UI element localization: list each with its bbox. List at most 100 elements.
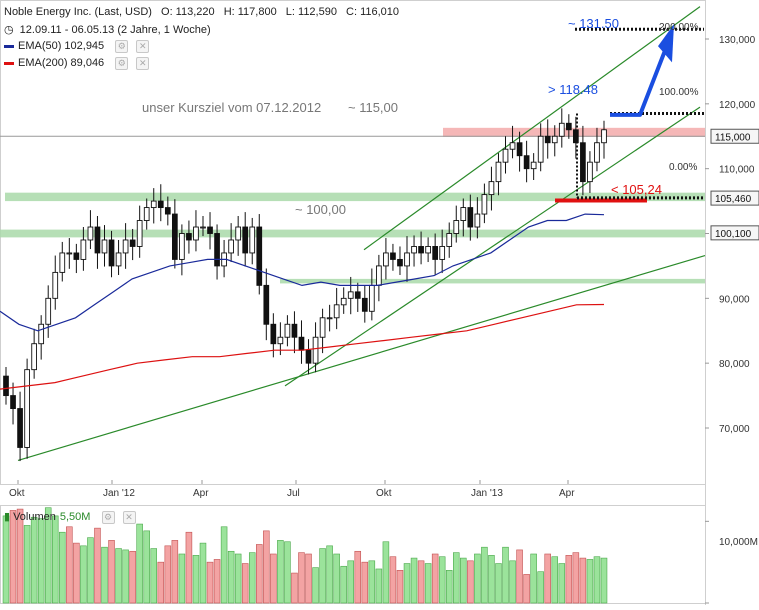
candle-body: [249, 226, 256, 254]
candle-body: [164, 207, 171, 215]
candle-body: [31, 343, 37, 371]
close-icon[interactable]: ✕: [136, 40, 150, 53]
volume-series: [2, 507, 608, 604]
volume-bar: [241, 563, 249, 604]
ema50-label: EMA(50): [18, 40, 62, 53]
candle-body: [573, 129, 579, 144]
volume-bar: [516, 549, 523, 604]
projection-arrow-head: [658, 24, 674, 63]
volume-bar: [192, 555, 200, 604]
volume-bar: [263, 530, 270, 604]
volume-bar: [23, 525, 31, 604]
candle-body: [129, 239, 136, 247]
volume-bar: [530, 553, 537, 604]
volume-bar: [16, 508, 24, 604]
axis-value-box: [710, 128, 759, 144]
candle-body: [580, 142, 586, 183]
period-range: 12.09.11 - 06.05.13 (2 Jahre, 1 Woche): [19, 24, 211, 36]
volume-bar: [523, 574, 530, 604]
volume-bar: [586, 559, 594, 604]
x-tick-label: Apr: [193, 488, 209, 499]
volume-bar: [298, 552, 305, 604]
volume-bar: [44, 507, 52, 604]
candle-body: [270, 323, 277, 345]
volume-bar: [354, 550, 362, 604]
volume-bar: [319, 548, 326, 604]
candle-body: [558, 122, 565, 137]
candle-body: [115, 252, 122, 267]
support-zone-92: [280, 278, 705, 284]
candle-body: [411, 246, 417, 254]
candle-body: [495, 161, 502, 183]
volume-bar: [403, 563, 411, 604]
candle-body: [354, 291, 361, 299]
volume-bar: [382, 541, 390, 604]
volume-bar: [256, 544, 263, 604]
volume-bar: [227, 550, 235, 604]
volume-tick-label: 10,000M: [719, 537, 758, 548]
volume-bar: [277, 540, 284, 604]
volume-bar: [101, 546, 108, 604]
candle-body: [94, 226, 101, 254]
volume-bar: [185, 531, 193, 604]
x-tick-label: Jan '13: [471, 488, 503, 499]
candle-body: [467, 207, 474, 228]
candlestick-series: [3, 108, 607, 462]
candle-body: [418, 246, 424, 254]
ema50-legend: EMA(50) 102,945 ⚙ ✕: [4, 40, 155, 53]
candle-body: [200, 226, 206, 229]
volume-bar: [467, 560, 474, 604]
candle-body: [228, 239, 234, 254]
candle-body: [52, 271, 59, 299]
x-tick-label: Apr: [559, 488, 575, 499]
candle-body: [551, 135, 558, 144]
support-zone-105: [5, 192, 705, 202]
candle-body: [319, 317, 326, 338]
y-tick-label: 130,000: [719, 35, 756, 46]
volume-bar: [481, 546, 488, 604]
volume-bar: [572, 552, 580, 604]
volume-bar: [600, 557, 608, 604]
open-value: O: 113,220: [161, 6, 215, 18]
candle-body: [291, 323, 298, 338]
candle-body: [17, 408, 23, 448]
candle-body: [305, 349, 312, 364]
volume-bar: [164, 545, 172, 604]
candle-body: [179, 233, 185, 260]
candle-body: [3, 375, 9, 397]
support-zone-100: [0, 229, 705, 238]
candle-body: [235, 226, 242, 241]
volume-label: Volumen: [13, 511, 56, 523]
volume-value: 5,50M: [59, 511, 91, 523]
volume-bar: [396, 570, 404, 604]
volume-bar: [460, 557, 467, 604]
candle-body: [453, 220, 460, 234]
candle-body: [157, 200, 164, 209]
close-icon[interactable]: ✕: [136, 57, 150, 70]
settings-icon[interactable]: ⚙: [101, 510, 115, 524]
volume-bar: [73, 542, 80, 604]
trend-channel-upper: [363, 6, 701, 251]
candle-body: [214, 233, 220, 267]
volume-bar: [544, 553, 551, 604]
annotation-support-value: ~ 100,00: [295, 202, 346, 217]
ema50-value: 102,945: [64, 40, 105, 53]
volume-bar: [438, 556, 446, 604]
axis-value-label: 100,100: [715, 229, 752, 240]
volume-bar: [234, 553, 242, 604]
candle-body: [80, 239, 87, 260]
volume-bar: [157, 561, 165, 604]
candle-body: [565, 122, 572, 131]
candle-body: [340, 297, 347, 306]
y-tick-label: 110,000: [719, 165, 755, 176]
candle-body: [38, 323, 45, 345]
volume-bars-icon: ▮: [4, 511, 11, 523]
candle-body: [376, 265, 382, 286]
close-icon[interactable]: ✕: [122, 510, 136, 524]
period-row: ◷ 12.09.11 - 06.05.13 (2 Jahre, 1 Woche): [4, 23, 217, 36]
ema200-legend: EMA(200) 89,046 ⚙ ✕: [4, 57, 155, 70]
candle-body: [87, 226, 94, 241]
settings-icon[interactable]: ⚙: [115, 40, 129, 53]
settings-icon[interactable]: ⚙: [115, 57, 129, 70]
